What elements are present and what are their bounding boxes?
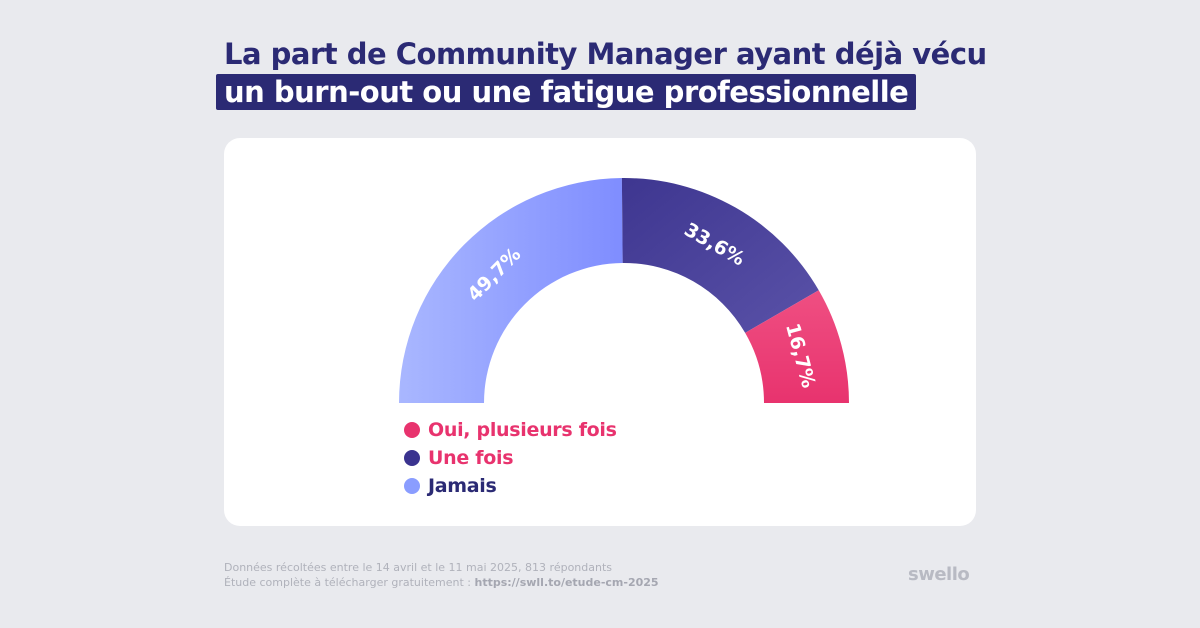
- legend-label: Jamais: [428, 475, 497, 497]
- gauge-segment-2: [621, 178, 819, 333]
- half-donut-chart: 49,7% 33,6%16,7%: [399, 178, 849, 403]
- study-link[interactable]: https://swll.to/etude-cm-2025: [474, 576, 659, 589]
- title-line-1: La part de Community Manager ayant déjà …: [224, 37, 987, 71]
- chart-title: La part de Community Manager ayant déjà …: [216, 36, 987, 110]
- legend-dot: [404, 450, 420, 466]
- footer-download-line: Étude complète à télécharger gratuitemen…: [224, 575, 659, 590]
- gauge-segment-3: [745, 290, 849, 403]
- legend-dot: [404, 422, 420, 438]
- chart-card: 49,7% 33,6% 16,7% Oui, plusieurs fois Une …: [224, 138, 976, 526]
- legend-item-une-fois: Une fois: [404, 444, 617, 472]
- swello-logo: swello: [908, 564, 970, 585]
- legend-item-plusieurs-fois: Oui, plusieurs fois: [404, 416, 617, 444]
- chart-legend: Oui, plusieurs fois Une fois Jamais: [404, 416, 617, 500]
- footer-download-text: Étude complète à télécharger gratuitemen…: [224, 576, 475, 589]
- legend-label: Oui, plusieurs fois: [428, 419, 617, 441]
- footer-source: Données récoltées entre le 14 avril et l…: [224, 560, 659, 590]
- legend-label: Une fois: [428, 447, 514, 469]
- legend-item-jamais: Jamais: [404, 472, 617, 500]
- title-line-2-highlight: un burn-out ou une fatigue professionnel…: [216, 74, 917, 110]
- legend-dot: [404, 478, 420, 494]
- gauge-segment-1: [399, 178, 623, 403]
- footer-source-line: Données récoltées entre le 14 avril et l…: [224, 561, 613, 574]
